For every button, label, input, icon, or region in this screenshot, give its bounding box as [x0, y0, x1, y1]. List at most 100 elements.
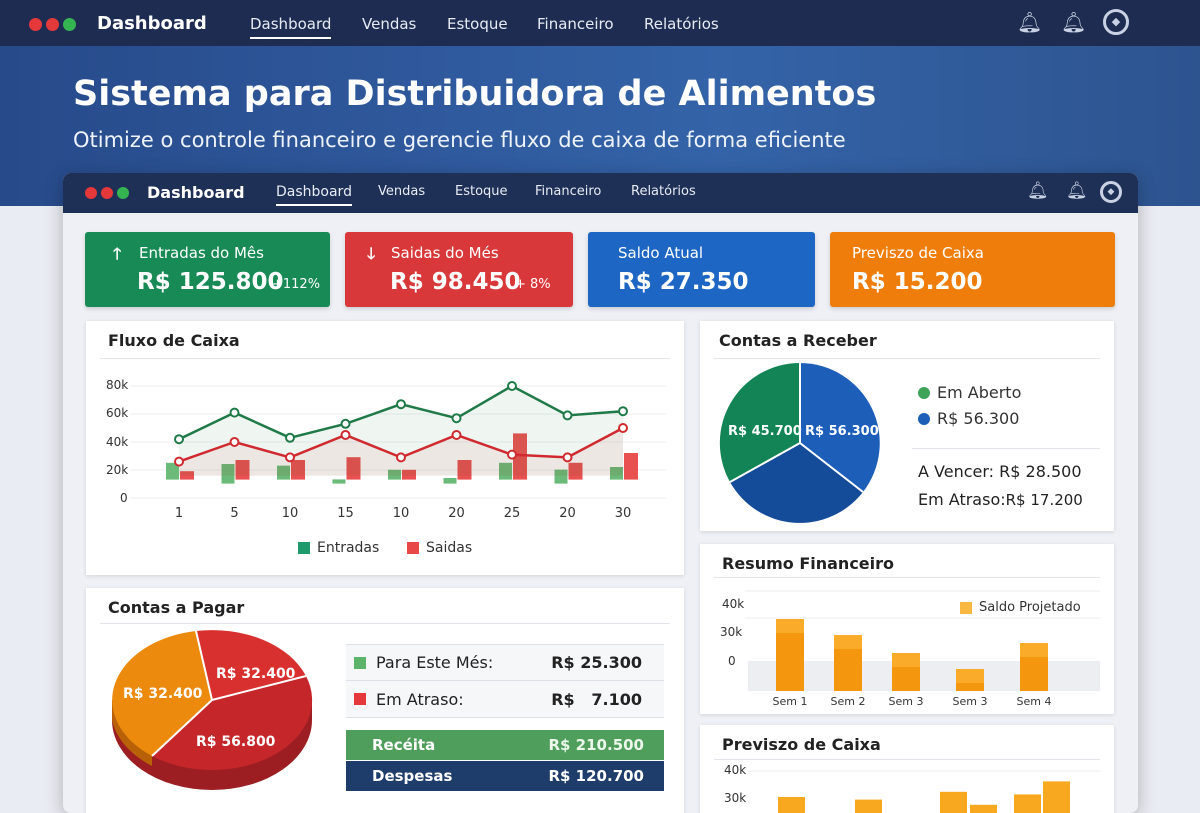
data-point	[285, 452, 295, 463]
pagar-row: Em Atraso: R$ 7.100	[346, 681, 664, 718]
panel-title: Contas a Pagar	[108, 598, 245, 617]
bar-highlight	[892, 653, 920, 667]
x-tick: 10	[392, 506, 410, 521]
pie-slice-em-aberto	[800, 363, 880, 492]
receber-pie	[719, 362, 880, 523]
fluxo-caixa-panel: Fluxo de Caixa 80k 60k 40k 20k 0 1 5 10 15 1…	[86, 321, 684, 575]
contas-pagar-panel: Contas a Pagar R$ 32.400 R$ 32.400 R$ 56…	[86, 588, 684, 813]
resumo-chart	[745, 590, 1100, 691]
x-tick: 20	[559, 506, 576, 521]
user-badge-icon[interactable]: ◆	[1103, 9, 1129, 35]
card-label: Saidas do Més	[391, 244, 499, 262]
data-point	[229, 437, 240, 447]
card-saidas[interactable]: 🡓 Saidas do Més R$ 98.450 + 8%	[345, 232, 573, 307]
bar-previsao	[970, 804, 997, 813]
panel-title: Contas a Receber	[719, 331, 877, 350]
y-tick: 40k	[722, 597, 745, 611]
x-tick: Sem 1	[772, 695, 808, 708]
nav-vendas[interactable]: Vendas	[362, 15, 417, 33]
x-tick: 1	[174, 506, 184, 521]
bar-previsao	[940, 791, 967, 813]
nav-dashboard[interactable]: Dashboard	[250, 15, 332, 39]
x-tick: Sem 4	[1016, 695, 1052, 708]
legend-swatch	[407, 542, 419, 554]
pie-slice-green	[719, 362, 800, 482]
data-point	[174, 456, 184, 467]
nav-dashboard[interactable]: Dashboard	[276, 184, 352, 206]
legend-label: R$ 56.300	[937, 409, 1020, 428]
y-tick: 40k	[724, 763, 747, 777]
user-badge-icon[interactable]: ◆	[1100, 181, 1122, 203]
row-value: R$ 25.300	[551, 653, 642, 672]
bar-entradas	[610, 467, 623, 480]
legend-label: Saldo Projetado	[979, 600, 1081, 615]
card-value: R$ 27.350	[618, 269, 749, 295]
y-tick: 0	[728, 654, 736, 668]
despesas-band: Despesas R$ 120.700	[346, 761, 664, 791]
data-point	[451, 413, 462, 424]
nav-financeiro[interactable]: Financeiro	[537, 15, 614, 33]
pie-label: R$ 56.800	[196, 734, 276, 750]
data-point	[396, 452, 406, 463]
bar-previsao	[1014, 794, 1041, 813]
card-label: Previszo de Caixa	[852, 244, 984, 262]
row-label: Em Atraso:	[376, 689, 464, 709]
bar-previsao	[1043, 781, 1070, 813]
data-point	[507, 449, 517, 460]
hero-subtitle: Otimize o controle financeiro e gerencie…	[73, 128, 846, 152]
card-value: R$ 125.800	[137, 269, 284, 295]
legend-swatch	[960, 601, 972, 614]
window-maximize-dot[interactable]	[63, 18, 76, 31]
band-label: Recéita	[372, 736, 436, 754]
bar-saidas	[235, 460, 250, 480]
bar-entradas	[443, 478, 457, 484]
window-maximize-dot[interactable]	[117, 187, 129, 199]
bar-highlight	[834, 635, 862, 649]
nav-financeiro[interactable]: Financeiro	[535, 184, 602, 199]
x-tick: 30	[614, 506, 632, 521]
bar-highlight	[1020, 643, 1048, 657]
legend-label: Em Aberto	[937, 383, 1022, 402]
x-tick: 15	[337, 506, 354, 521]
top-navbar: Dashboard Dashboard Vendas Estoque Finan…	[0, 0, 1200, 46]
card-entradas[interactable]: 🡑 Entradas do Mês R$ 125.800 +112%	[85, 232, 330, 307]
pie-label: R$ 45.700	[728, 424, 802, 439]
pie-slice-a-vencer	[730, 443, 863, 523]
data-point	[451, 430, 462, 440]
window-close-dot[interactable]	[85, 187, 97, 199]
window-close-dot[interactable]	[29, 18, 42, 31]
y-tick: 30k	[720, 625, 743, 639]
window-minimize-dot[interactable]	[101, 187, 113, 199]
nav-relatorios[interactable]: Relatórios	[631, 184, 696, 199]
band-label: Despesas	[372, 767, 453, 785]
window-brand: Dashboard	[147, 183, 245, 202]
x-tick: Sem 3	[888, 695, 924, 708]
legend-value: R$ 56.300	[918, 409, 1019, 428]
bar-entradas	[277, 465, 290, 480]
nav-vendas[interactable]: Vendas	[378, 184, 426, 199]
legend-label: Saidas	[426, 540, 473, 556]
y-tick: 60k	[106, 406, 129, 420]
nav-estoque[interactable]: Estoque	[455, 184, 508, 199]
data-point	[340, 418, 351, 429]
card-value: R$ 98.450	[390, 269, 521, 295]
panel-title: Fluxo de Caixa	[108, 331, 240, 350]
bar-saidas	[346, 457, 361, 480]
bar-entradas	[166, 462, 179, 480]
legend-dot	[918, 386, 930, 399]
y-tick: 20k	[106, 463, 129, 477]
arrow-down-icon: 🡓	[367, 244, 376, 263]
bell-icon[interactable]: 🔔︎	[1017, 10, 1043, 34]
card-previsao[interactable]: Previszo de Caixa R$ 15.200	[830, 232, 1115, 307]
bar-saidas	[457, 460, 472, 480]
window-minimize-dot[interactable]	[46, 18, 59, 31]
bell-icon[interactable]: 🔔︎	[1066, 181, 1088, 201]
pie-label: R$ 56.300	[805, 424, 879, 439]
nav-estoque[interactable]: Estoque	[447, 15, 508, 33]
bell-icon[interactable]: 🔔︎	[1027, 181, 1049, 201]
card-saldo[interactable]: Saldo Atual R$ 27.350	[588, 232, 815, 307]
bar-entradas	[499, 462, 512, 480]
pagar-row: Para Este Més: R$ 25.300	[346, 644, 664, 681]
nav-relatorios[interactable]: Relatórios	[644, 15, 719, 33]
bell-icon[interactable]: 🔔︎	[1061, 10, 1087, 34]
